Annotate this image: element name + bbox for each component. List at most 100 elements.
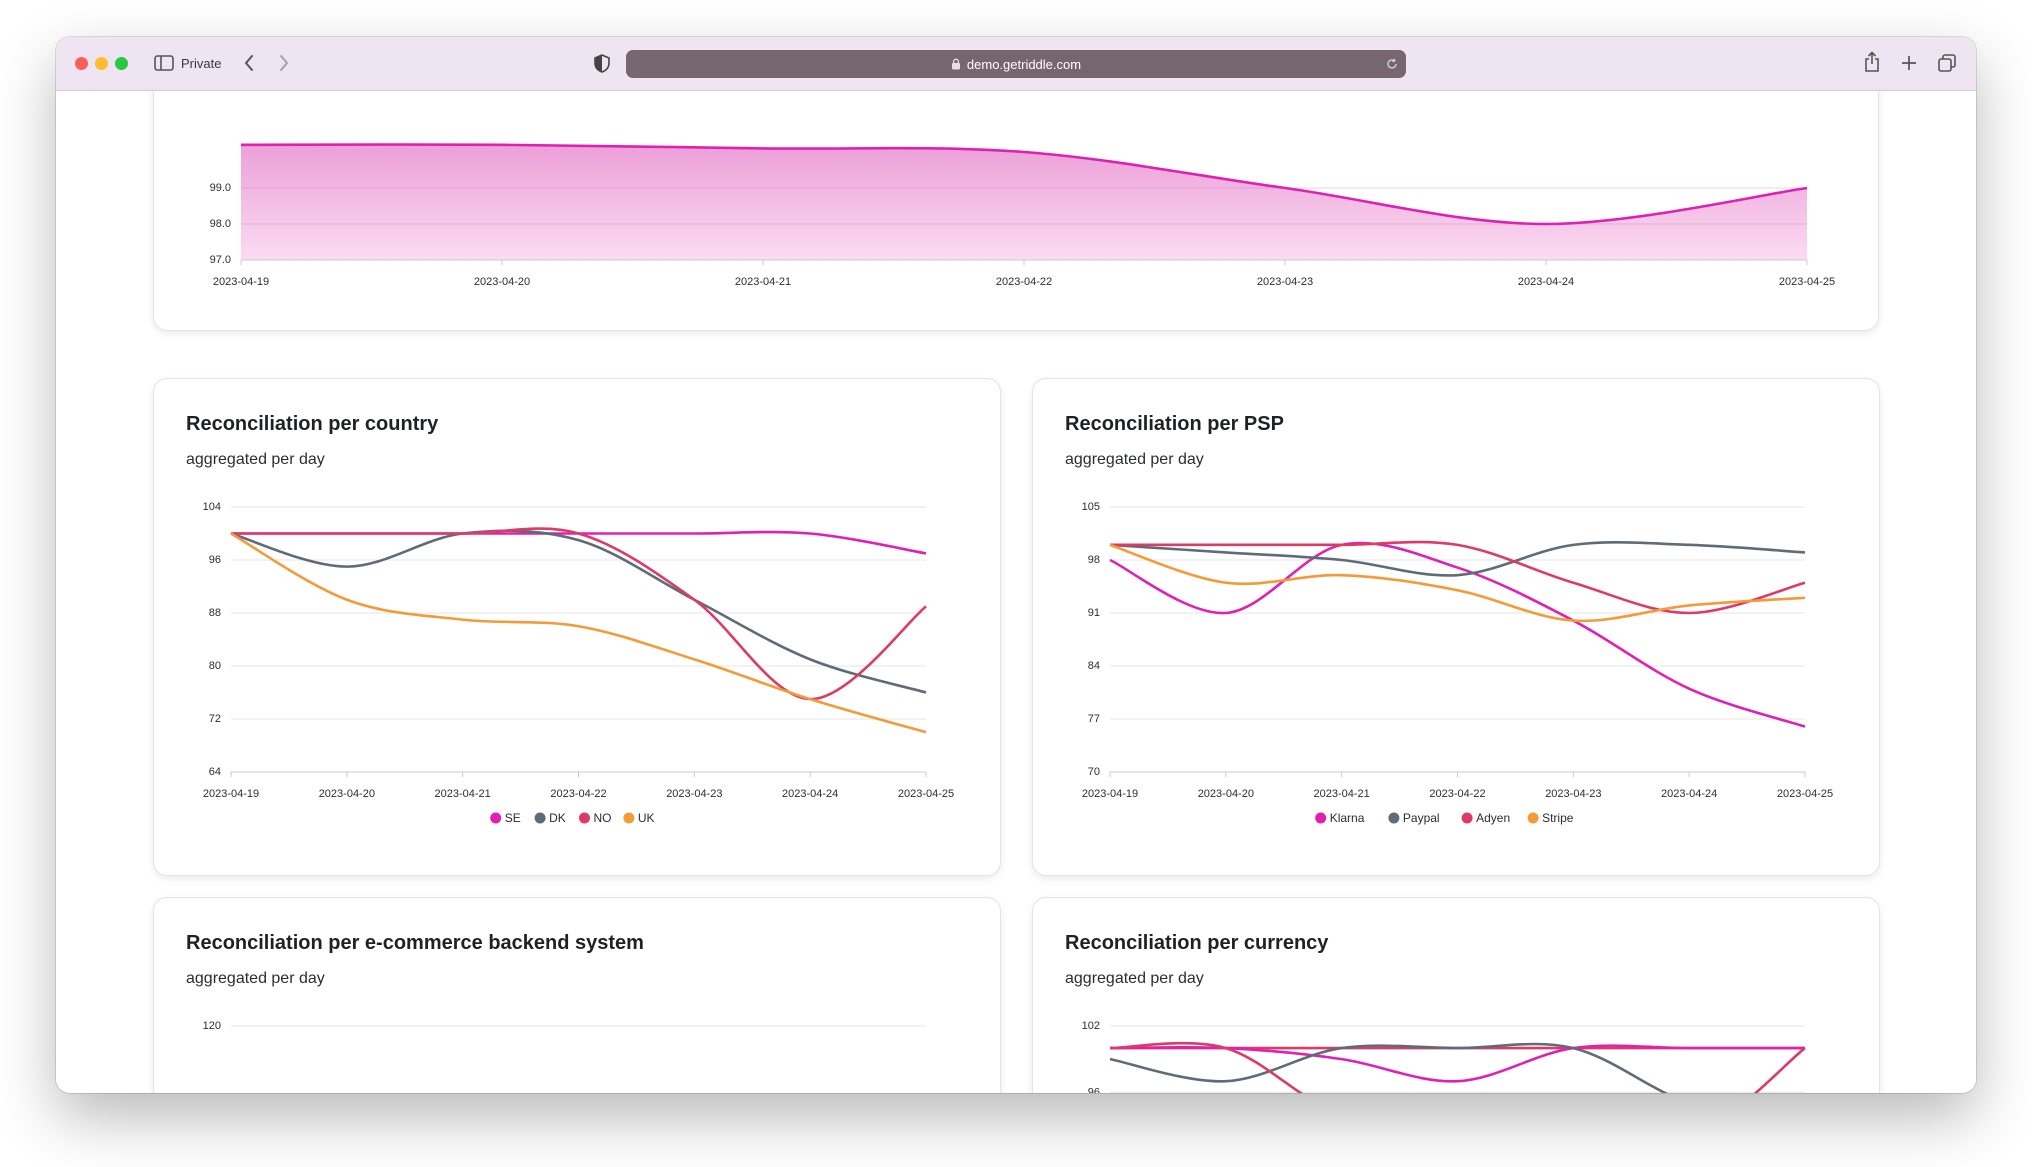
- card-subtitle: aggregated per day: [186, 970, 325, 987]
- y-tick-label: 96: [209, 554, 221, 566]
- y-tick-label: 77: [1088, 713, 1100, 725]
- y-tick-label: 98.0: [210, 218, 231, 230]
- legend-marker: [534, 812, 546, 824]
- legend-label: DK: [549, 811, 566, 825]
- x-tick-label: 2023-04-22: [550, 788, 606, 800]
- y-tick-label: 88: [209, 607, 221, 619]
- area-fill: [241, 144, 1807, 260]
- y-tick-label: 104: [203, 501, 221, 513]
- sidebar-toggle-icon[interactable]: [154, 55, 174, 71]
- x-tick-label: 2023-04-25: [1779, 276, 1835, 288]
- new-tab-icon[interactable]: [1901, 55, 1917, 71]
- x-tick-label: 2023-04-22: [996, 276, 1052, 288]
- legend-marker: [1461, 812, 1473, 824]
- x-tick-label: 2023-04-23: [1257, 276, 1313, 288]
- minimize-window-button[interactable]: [95, 57, 108, 70]
- x-tick-label: 2023-04-19: [1082, 788, 1138, 800]
- series-line-currency-d: [1109, 1041, 1806, 1093]
- private-label: Private: [181, 56, 222, 71]
- series-line-currency-c: [1109, 1042, 1669, 1093]
- privacy-shield-icon[interactable]: [594, 54, 610, 73]
- legend-label: Adyen: [1476, 811, 1510, 825]
- tab-overview-icon[interactable]: [1938, 54, 1956, 72]
- y-tick-label: 98: [1088, 554, 1100, 566]
- x-tick-label: 2023-04-20: [1198, 788, 1254, 800]
- series-group: [230, 527, 927, 734]
- card-title: Reconciliation per currency: [1065, 932, 1329, 954]
- x-tick-label: 2023-04-21: [435, 788, 491, 800]
- y-tick-label: 70: [1088, 766, 1100, 778]
- legend-label: NO: [594, 811, 612, 825]
- legend-marker: [623, 812, 635, 824]
- y-tick-label: 97.0: [210, 254, 231, 266]
- y-tick-label: 99.0: [210, 182, 231, 194]
- legend-marker: [1527, 812, 1539, 824]
- address-bar[interactable]: demo.getriddle.com: [626, 50, 1406, 78]
- x-tick-label: 2023-04-20: [319, 788, 375, 800]
- series-group: [1109, 1041, 1806, 1093]
- y-tick-label: 120: [203, 1020, 221, 1032]
- x-tick-label: 2023-04-25: [1777, 788, 1833, 800]
- x-tick-label: 2023-04-23: [1545, 788, 1601, 800]
- reconciliation-area-chart: 97.0 98.0 99.0 2023-04-19 2023-04-20 2023-04-…: [210, 143, 1835, 288]
- card-title: Reconciliation per country: [186, 413, 439, 435]
- legend-marker: [1388, 812, 1400, 824]
- legend-label: Paypal: [1403, 811, 1440, 825]
- x-tick-label: 2023-04-23: [666, 788, 722, 800]
- country-chart-card: Reconciliation per country aggregated pe…: [153, 378, 1001, 876]
- card-title: Reconciliation per e-commerce backend sy…: [186, 932, 644, 954]
- series-line-stripe: [1109, 543, 1806, 623]
- url-text: demo.getriddle.com: [966, 56, 1082, 72]
- browser-titlebar: Private demo.getriddle.com: [56, 37, 1976, 91]
- area-line: [240, 143, 1808, 226]
- card-subtitle: aggregated per day: [1065, 451, 1204, 468]
- x-tick-label: 2023-04-19: [213, 276, 269, 288]
- legend-marker: [490, 812, 502, 824]
- reload-icon[interactable]: [1386, 58, 1398, 70]
- close-window-button[interactable]: [75, 57, 88, 70]
- series-line-currency-b: [1109, 1044, 1805, 1083]
- top-chart-card: 97.0 98.0 99.0 2023-04-19 2023-04-20 2023-04-…: [153, 91, 1879, 331]
- x-tick-label: 2023-04-25: [898, 788, 954, 800]
- currency-chart-card: Reconciliation per currency aggregated p…: [1032, 897, 1880, 1093]
- legend-label: Klarna: [1330, 811, 1365, 825]
- series-line-uk: [230, 532, 927, 734]
- card-subtitle: aggregated per day: [186, 451, 325, 468]
- y-tick-label: 96: [1088, 1086, 1100, 1093]
- legend-marker: [579, 812, 590, 824]
- psp-chart-card: Reconciliation per PSP aggregated per da…: [1032, 378, 1880, 876]
- y-tick-label: 72: [209, 713, 221, 725]
- y-tick-label: 102: [1082, 1020, 1100, 1032]
- series-line-no: [231, 527, 927, 701]
- y-tick-label: 84: [1088, 660, 1100, 672]
- x-tick-label: 2023-04-19: [203, 788, 259, 800]
- back-icon[interactable]: [243, 53, 255, 73]
- series-line-se: [231, 530, 927, 555]
- psp-line-chart: 70 77 84 91 98 105 2023-04-19 2023-04-20 2023-04…: [1082, 501, 1834, 825]
- series-line-dk: [230, 529, 927, 694]
- share-icon[interactable]: [1864, 51, 1880, 73]
- x-tick-label: 2023-04-24: [782, 788, 838, 800]
- y-tick-label: 64: [209, 766, 221, 778]
- x-tick-label: 2023-04-24: [1661, 788, 1717, 800]
- legend-label: UK: [638, 811, 655, 825]
- series-group: [1109, 540, 1806, 728]
- card-title: Reconciliation per PSP: [1065, 413, 1284, 435]
- series-line-adyen: [1109, 540, 1806, 615]
- zoom-window-button[interactable]: [115, 57, 128, 70]
- x-tick-label: 2023-04-21: [735, 276, 791, 288]
- backend-chart-card: Reconciliation per e-commerce backend sy…: [153, 897, 1001, 1093]
- page-content: 97.0 98.0 99.0 2023-04-19 2023-04-20 2023-04-…: [56, 91, 1976, 1093]
- forward-icon[interactable]: [278, 53, 290, 73]
- series-line-klarna: [1109, 541, 1806, 728]
- x-tick-label: 2023-04-21: [1314, 788, 1370, 800]
- series-line-paypal: [1109, 541, 1806, 577]
- x-tick-label: 2023-04-22: [1429, 788, 1485, 800]
- card-subtitle: aggregated per day: [1065, 970, 1204, 987]
- legend-marker: [1315, 812, 1327, 824]
- x-tick-label: 2023-04-20: [474, 276, 530, 288]
- country-line-chart: 64 72 80 88 96 104 2023-04-19 2023-04-20 2023-04…: [203, 501, 955, 825]
- x-tick-label: 2023-04-24: [1518, 276, 1574, 288]
- currency-line-chart: 96 102: [1082, 1020, 1806, 1093]
